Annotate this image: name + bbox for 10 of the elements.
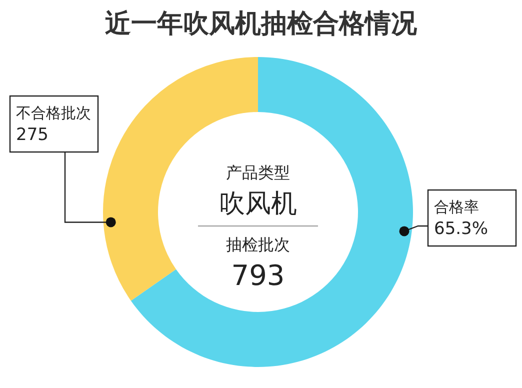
text: 抽检批次 (226, 235, 290, 254)
donut-slice (130, 57, 413, 367)
slice-label: 合格率 (434, 198, 479, 216)
chart-title: 近一年吹风机抽检合格情况 (105, 9, 418, 39)
text: 产品类型 (226, 163, 290, 182)
text: 793 (231, 259, 285, 292)
slice-label: 不合格批次 (16, 104, 91, 122)
text: 275 (16, 125, 48, 145)
text: 吹风机 (219, 189, 297, 219)
data-label: 65.3% (434, 219, 488, 239)
